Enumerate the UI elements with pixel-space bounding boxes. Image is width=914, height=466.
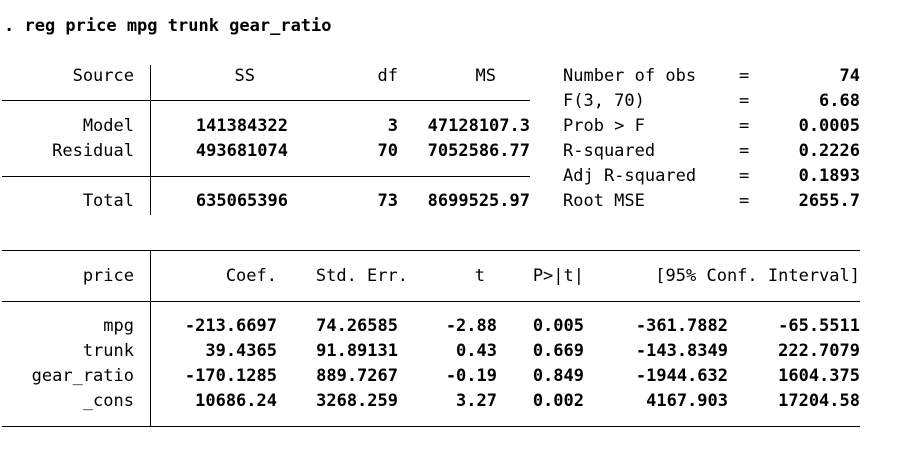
stat-equals: =: [739, 191, 750, 211]
coef-row-coef: -170.1285: [184, 366, 277, 386]
stat-equals: =: [739, 141, 750, 161]
coef-row-se: 3268.259: [316, 391, 398, 411]
coef-row-ci-high: -65.5511: [778, 316, 860, 336]
anova-row-ss: 141384322: [195, 116, 288, 136]
coef-row-se: 889.7267: [316, 366, 398, 386]
coef-row-p: 0.849: [532, 366, 584, 386]
coef-row-p: 0.002: [532, 391, 584, 411]
stat-value: 0.0005: [798, 116, 860, 136]
coef-header-se: Std. Err.: [315, 266, 408, 286]
anova-row-source: Residual: [52, 141, 134, 161]
coef-row-t: 0.43: [456, 341, 497, 361]
coef-header-coef: Coef.: [225, 266, 277, 286]
anova-row-df: 3: [387, 116, 398, 136]
coef-row-t: -2.88: [445, 316, 497, 336]
anova-header-rule: [2, 100, 530, 101]
anova-header-ss: SS: [234, 66, 255, 86]
coef-row-t: -0.19: [445, 366, 497, 386]
stat-equals: =: [739, 116, 750, 136]
anova-header-ms: MS: [475, 66, 496, 86]
coef-row-ci-high: 1604.375: [778, 366, 860, 386]
coef-row-ci-high: 17204.58: [778, 391, 860, 411]
anova-row-ms: 7052586.77: [427, 141, 530, 161]
coef-row-se: 91.89131: [316, 341, 398, 361]
anova-header-df: df: [377, 66, 398, 86]
coef-top-rule: [2, 250, 860, 251]
coef-row-coef: 10686.24: [195, 391, 277, 411]
coef-row-var: mpg: [103, 316, 134, 336]
stat-value: 2655.7: [798, 191, 860, 211]
anova-total-rule: [2, 176, 530, 177]
coef-header-p: P>|t|: [532, 266, 584, 286]
stat-equals: =: [739, 66, 750, 86]
stat-label: F(3, 70): [563, 91, 645, 111]
stat-label: Adj R-squared: [563, 166, 697, 186]
coef-row-coef: -213.6697: [184, 316, 277, 336]
coef-bottom-rule: [2, 426, 860, 427]
anova-row-df: 70: [377, 141, 398, 161]
coef-row-ci-low: -361.7882: [635, 316, 728, 336]
coef-header-rule: [2, 301, 860, 302]
anova-total-ss: 635065396: [195, 191, 288, 211]
coef-row-var: trunk: [82, 341, 134, 361]
anova-total-source: Total: [82, 191, 134, 211]
coef-row-p: 0.005: [532, 316, 584, 336]
stat-label: R-squared: [563, 141, 656, 161]
anova-vertical-rule: [150, 65, 151, 215]
stat-equals: =: [739, 166, 750, 186]
anova-total-df: 73: [377, 191, 398, 211]
stat-label: Number of obs: [563, 66, 697, 86]
stat-label: Root MSE: [563, 191, 645, 211]
stat-value: 74: [839, 66, 860, 86]
coef-vertical-rule: [150, 250, 151, 427]
stat-value: 0.1893: [798, 166, 860, 186]
stat-value: 0.2226: [798, 141, 860, 161]
stat-equals: =: [739, 91, 750, 111]
coef-row-ci-low: -143.8349: [635, 341, 728, 361]
coef-header-t: t: [474, 266, 485, 286]
command-line: . reg price mpg trunk gear_ratio: [4, 16, 332, 36]
coef-row-se: 74.26585: [316, 316, 398, 336]
coef-header-var: price: [82, 266, 134, 286]
anova-row-ss: 493681074: [195, 141, 288, 161]
anova-total-ms: 8699525.97: [427, 191, 530, 211]
coef-row-ci-high: 222.7079: [778, 341, 860, 361]
coef-row-t: 3.27: [456, 391, 497, 411]
anova-row-source: Model: [82, 116, 134, 136]
coef-row-p: 0.669: [532, 341, 584, 361]
stat-label: Prob > F: [563, 116, 645, 136]
coef-header-ci: [95% Conf. Interval]: [655, 266, 860, 286]
anova-row-ms: 47128107.3: [427, 116, 530, 136]
coef-row-ci-low: 4167.903: [646, 391, 728, 411]
coef-row-var: _cons: [82, 391, 134, 411]
coef-row-ci-low: -1944.632: [635, 366, 728, 386]
coef-row-var: gear_ratio: [31, 366, 134, 386]
anova-header-source: Source: [72, 66, 134, 86]
stat-value: 6.68: [819, 91, 860, 111]
coef-row-coef: 39.4365: [205, 341, 277, 361]
